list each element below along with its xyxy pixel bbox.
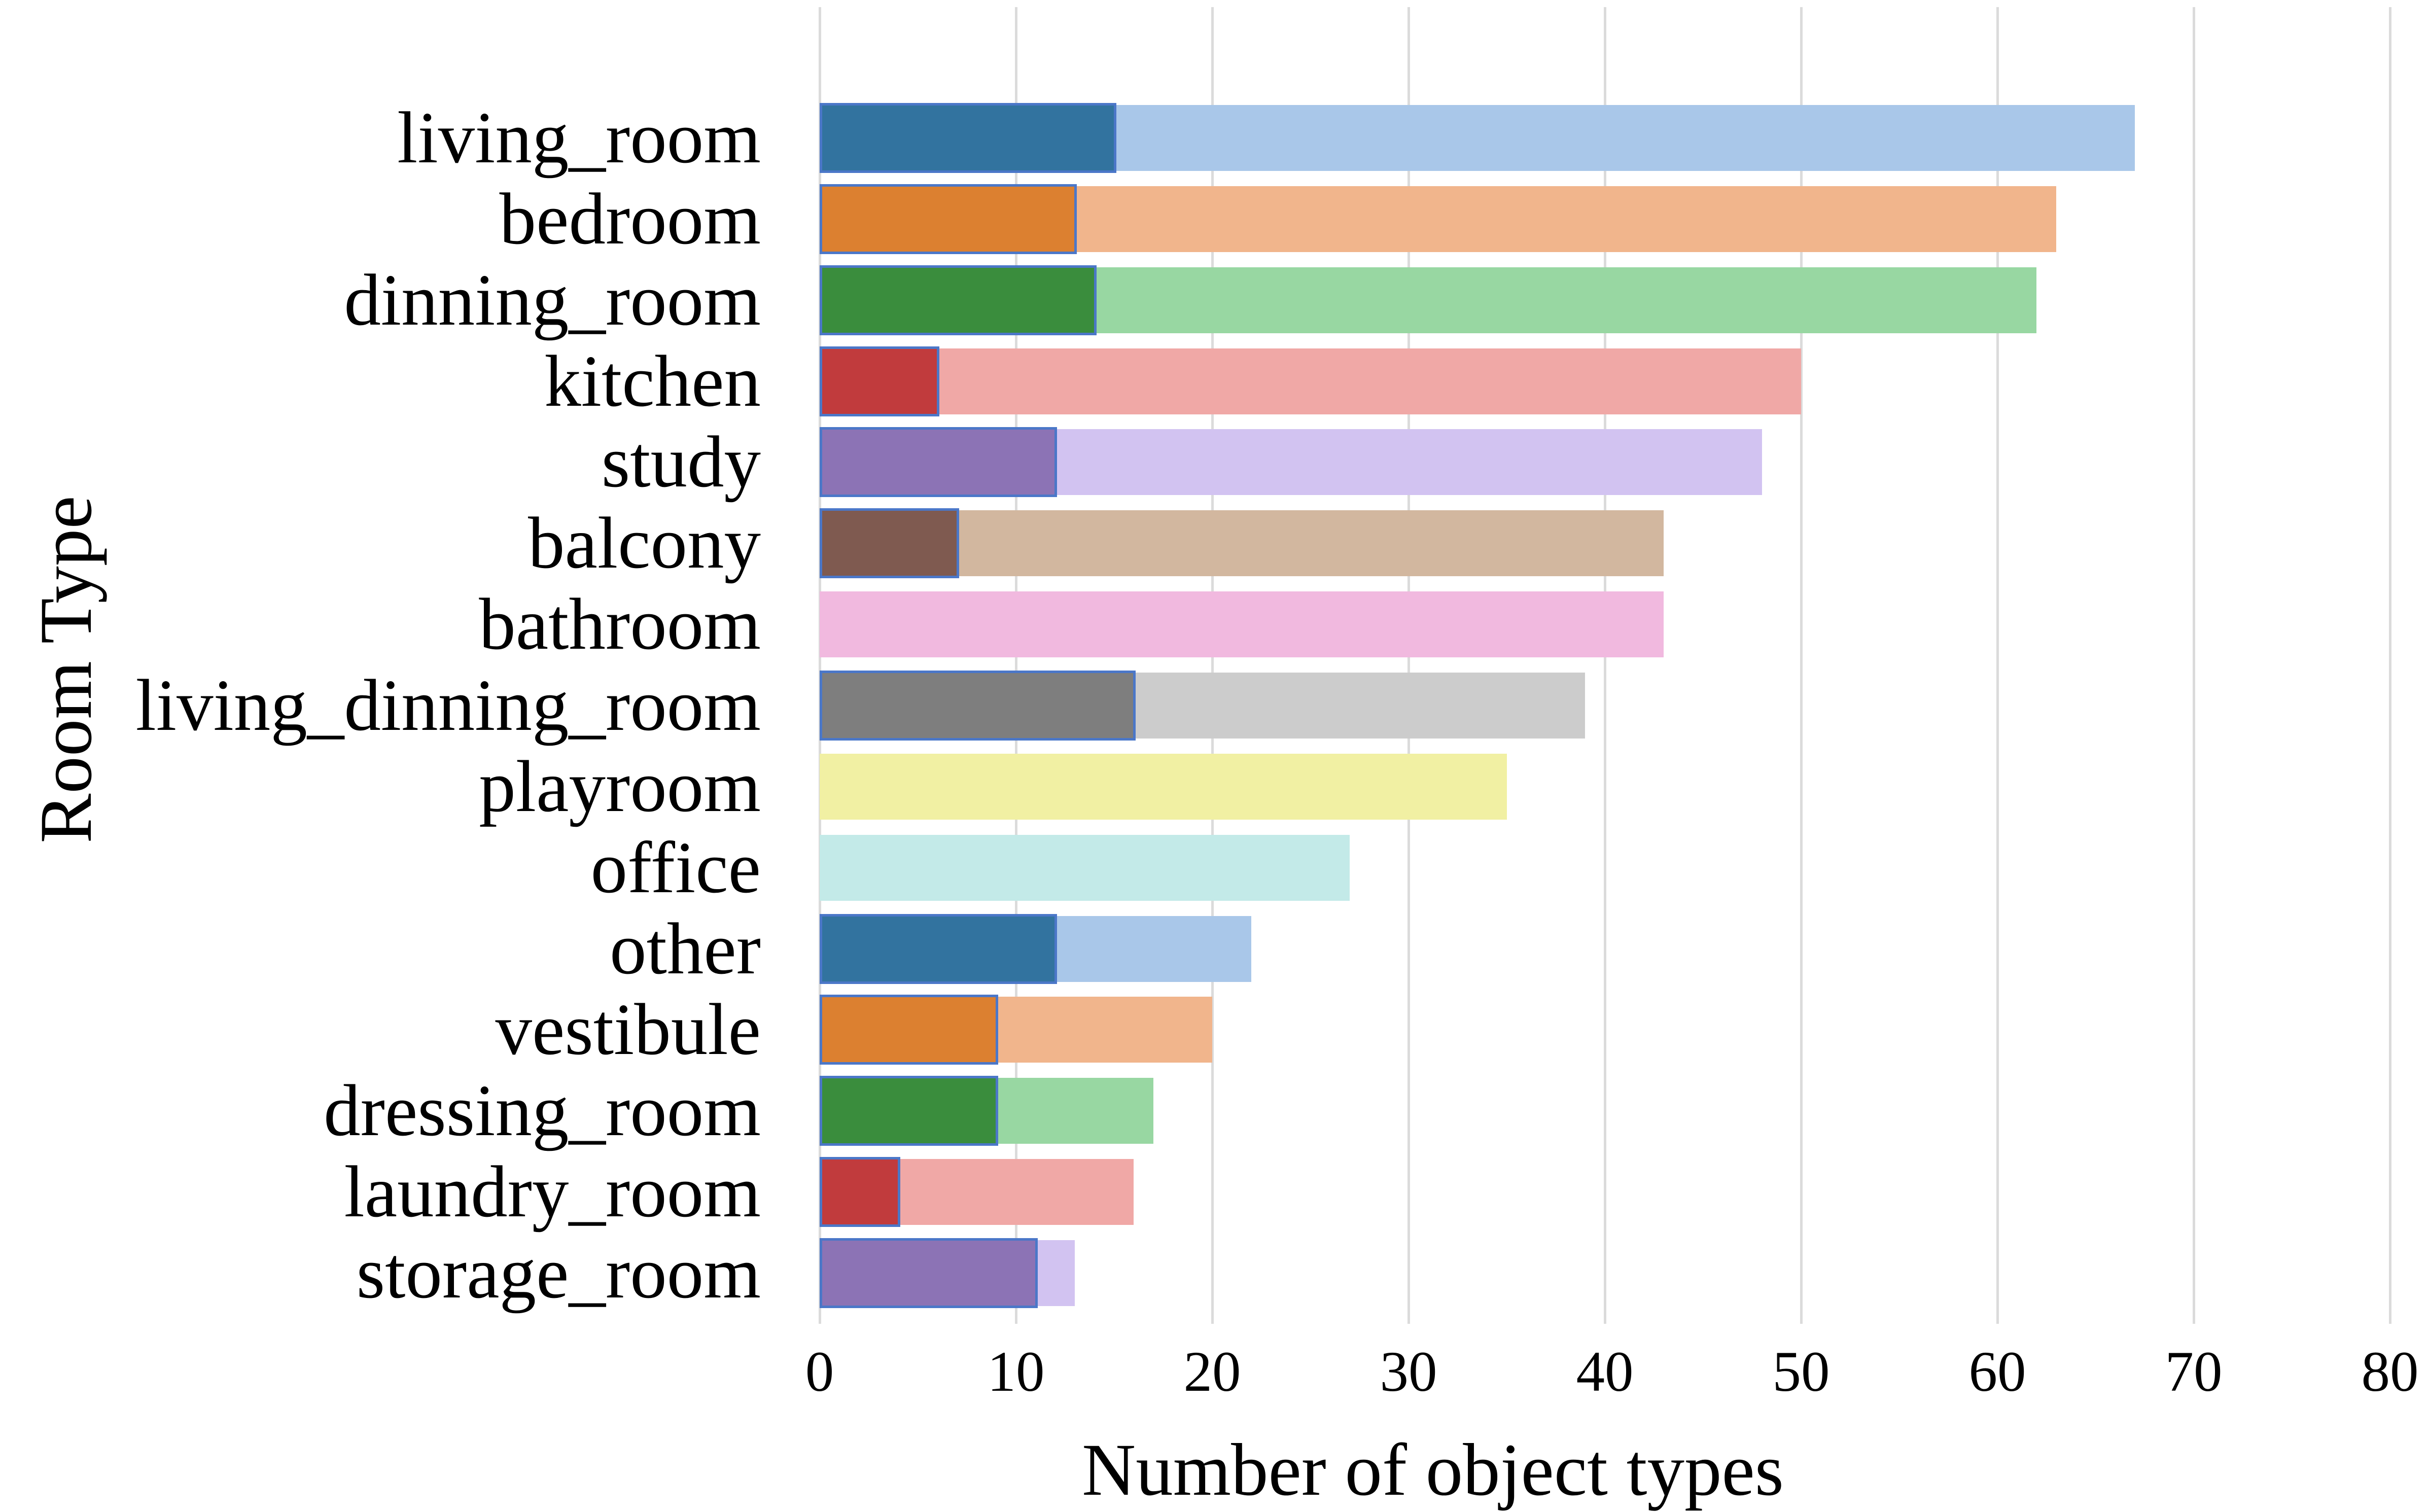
x-tick-label: 40	[1576, 1340, 1634, 1403]
gridline	[2192, 7, 2195, 1324]
gridline	[1211, 7, 1214, 1324]
x-tick-label: 0	[805, 1340, 834, 1403]
bar-dark-segment	[820, 995, 999, 1065]
x-tick-label: 50	[1772, 1340, 1830, 1403]
bar-total-segment	[820, 591, 1664, 658]
bar-row	[820, 103, 2390, 173]
bar-row	[820, 427, 2390, 498]
bar-dark-segment	[820, 671, 1136, 741]
bar-dark-segment	[820, 265, 1097, 335]
bar-dark-segment	[820, 346, 940, 416]
gridline	[1996, 7, 1999, 1324]
gridline	[2388, 7, 2391, 1324]
bar-row	[820, 913, 2390, 984]
bar-row	[820, 346, 2390, 416]
bar-dark-segment	[820, 1076, 999, 1146]
y-tick-label: dinning_room	[344, 259, 761, 341]
y-tick-label: kitchen	[544, 340, 761, 422]
bar-dark-segment	[820, 427, 1058, 498]
bar-total-segment	[820, 834, 1350, 901]
bar-row	[820, 184, 2390, 254]
gridline	[1603, 7, 1606, 1324]
y-tick-label: laundry_room	[344, 1151, 761, 1233]
gridline	[1014, 7, 1017, 1324]
bar-row	[820, 591, 2390, 658]
x-tick-label: 60	[1968, 1340, 2026, 1403]
bar-total-segment	[820, 510, 1664, 577]
y-tick-label: other	[610, 908, 761, 990]
y-tick-label: living_dinning_room	[135, 665, 761, 747]
bar-row	[820, 265, 2390, 335]
y-tick-label: living_room	[397, 97, 761, 179]
x-axis-title: Number of object types	[1082, 1428, 1784, 1511]
y-tick-label: vestibule	[495, 989, 761, 1071]
bar-row	[820, 1076, 2390, 1146]
y-tick-label: study	[601, 421, 761, 503]
bar-row	[820, 671, 2390, 741]
bar-dark-segment	[820, 103, 1116, 173]
bar-dark-segment	[820, 1157, 900, 1227]
bar-row	[820, 1157, 2390, 1227]
x-tick-label: 70	[2165, 1340, 2223, 1403]
y-tick-label: playroom	[479, 746, 761, 827]
plot-area	[818, 7, 2391, 1324]
y-tick-label: balcony	[527, 503, 761, 584]
bar-row	[820, 508, 2390, 579]
y-tick-label: bedroom	[499, 178, 761, 260]
x-tick-label: 20	[1183, 1340, 1241, 1403]
gridline	[1800, 7, 1803, 1324]
bar-row	[820, 995, 2390, 1065]
bar-dark-segment	[820, 508, 959, 579]
y-tick-label: storage_room	[356, 1233, 761, 1314]
bar-total-segment	[820, 348, 1801, 414]
y-tick-label: office	[590, 827, 761, 908]
gridline	[1407, 7, 1410, 1324]
bar-dark-segment	[820, 913, 1058, 984]
x-tick-label: 30	[1380, 1340, 1437, 1403]
bar-row	[820, 1238, 2390, 1309]
bar-row	[820, 753, 2390, 820]
y-tick-label: bathroom	[479, 584, 761, 665]
x-tick-label: 10	[987, 1340, 1045, 1403]
y-tick-label: dressing_room	[324, 1070, 761, 1152]
bar-total-segment	[820, 753, 1507, 820]
bar-dark-segment	[820, 184, 1077, 254]
bar-row	[820, 834, 2390, 901]
x-tick-label: 80	[2361, 1340, 2419, 1403]
gridline	[818, 7, 821, 1324]
bar-dark-segment	[820, 1238, 1038, 1309]
